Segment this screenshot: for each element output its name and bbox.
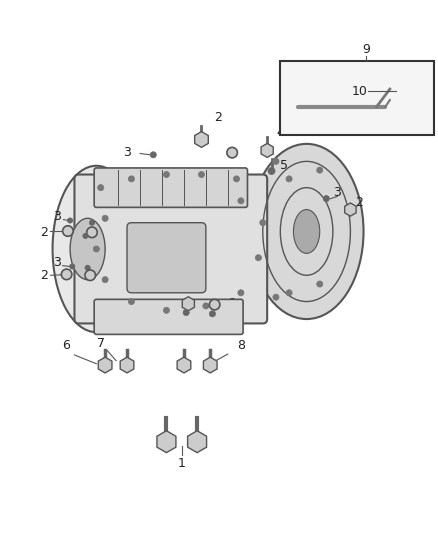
Circle shape xyxy=(238,198,244,204)
FancyBboxPatch shape xyxy=(94,168,247,207)
Ellipse shape xyxy=(70,219,105,280)
Circle shape xyxy=(70,264,75,269)
Circle shape xyxy=(209,311,215,317)
Circle shape xyxy=(128,298,134,304)
Circle shape xyxy=(85,270,95,280)
Text: 4: 4 xyxy=(276,126,284,140)
Circle shape xyxy=(98,184,104,191)
Circle shape xyxy=(398,86,408,96)
Circle shape xyxy=(238,290,244,296)
Bar xyxy=(280,61,434,135)
Polygon shape xyxy=(182,297,194,311)
Circle shape xyxy=(209,300,220,310)
Text: 7: 7 xyxy=(97,337,105,350)
Polygon shape xyxy=(157,431,176,453)
Ellipse shape xyxy=(53,166,140,332)
Circle shape xyxy=(93,246,99,252)
FancyBboxPatch shape xyxy=(127,223,206,293)
FancyBboxPatch shape xyxy=(94,300,243,334)
Polygon shape xyxy=(187,431,207,453)
Circle shape xyxy=(83,233,88,238)
Polygon shape xyxy=(345,203,356,216)
Text: 3: 3 xyxy=(333,185,341,198)
Ellipse shape xyxy=(250,144,364,319)
Circle shape xyxy=(273,294,279,300)
Polygon shape xyxy=(120,357,134,373)
Circle shape xyxy=(61,269,72,280)
Text: 3: 3 xyxy=(53,256,61,270)
Circle shape xyxy=(150,152,156,158)
Polygon shape xyxy=(194,132,208,147)
Text: 2: 2 xyxy=(40,269,48,282)
Circle shape xyxy=(163,307,170,313)
Circle shape xyxy=(286,176,292,182)
Text: 3: 3 xyxy=(53,209,61,223)
Circle shape xyxy=(203,303,209,309)
Circle shape xyxy=(102,215,108,221)
Circle shape xyxy=(183,310,189,316)
Circle shape xyxy=(268,167,275,174)
Polygon shape xyxy=(203,357,217,373)
Circle shape xyxy=(198,172,205,177)
Circle shape xyxy=(323,196,329,201)
Ellipse shape xyxy=(293,209,320,253)
Text: 2: 2 xyxy=(228,297,236,310)
Circle shape xyxy=(128,176,134,182)
Circle shape xyxy=(273,158,279,165)
Polygon shape xyxy=(98,357,112,373)
Circle shape xyxy=(286,290,292,296)
Circle shape xyxy=(260,220,266,226)
Circle shape xyxy=(233,176,240,182)
Polygon shape xyxy=(261,143,273,157)
Text: 5: 5 xyxy=(280,159,288,172)
Circle shape xyxy=(317,167,323,173)
Text: 2: 2 xyxy=(215,111,223,124)
Circle shape xyxy=(227,147,237,158)
Text: 9: 9 xyxy=(362,43,370,56)
Circle shape xyxy=(63,226,73,236)
Text: 2: 2 xyxy=(355,197,363,209)
Circle shape xyxy=(89,220,95,225)
Circle shape xyxy=(87,227,97,238)
Circle shape xyxy=(85,265,90,270)
Text: 2: 2 xyxy=(40,226,48,239)
Polygon shape xyxy=(177,357,191,373)
Text: 3: 3 xyxy=(124,146,131,159)
Text: 1: 1 xyxy=(178,457,186,470)
Circle shape xyxy=(163,172,170,177)
Text: 3: 3 xyxy=(228,307,236,320)
Circle shape xyxy=(67,218,73,223)
Text: 6: 6 xyxy=(62,339,70,352)
FancyBboxPatch shape xyxy=(74,174,267,324)
Circle shape xyxy=(102,277,108,282)
Circle shape xyxy=(317,281,323,287)
Text: 8: 8 xyxy=(237,339,245,352)
Text: 10: 10 xyxy=(352,85,368,98)
Circle shape xyxy=(255,255,261,261)
